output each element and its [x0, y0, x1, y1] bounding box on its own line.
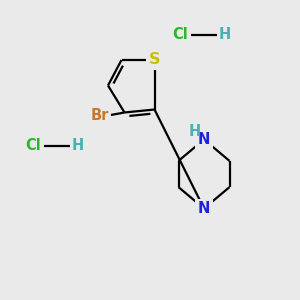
Text: Cl: Cl	[172, 27, 188, 42]
Text: S: S	[149, 52, 160, 68]
Text: H: H	[219, 27, 231, 42]
Text: H: H	[188, 124, 200, 139]
Text: Cl: Cl	[25, 138, 41, 153]
Text: H: H	[72, 138, 84, 153]
Text: Br: Br	[91, 108, 109, 123]
Text: N: N	[198, 201, 210, 216]
Text: N: N	[198, 132, 210, 147]
